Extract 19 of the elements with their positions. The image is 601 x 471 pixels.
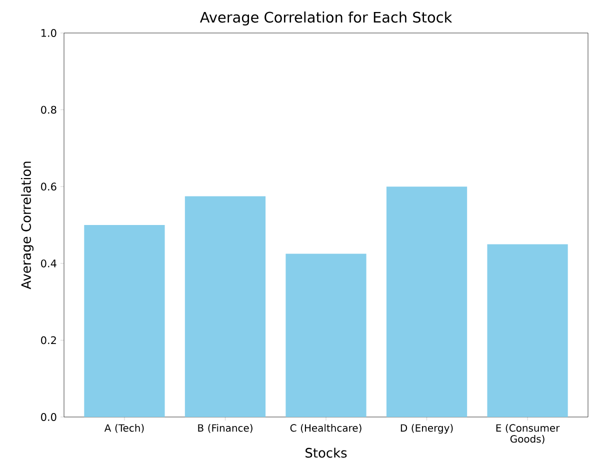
bar xyxy=(487,244,568,417)
y-axis-title: Average Correlation xyxy=(20,162,34,290)
y-tick-label: 0.0 xyxy=(41,413,56,421)
y-tick-label: 0.2 xyxy=(41,336,56,344)
bar xyxy=(184,196,266,417)
x-tick-label: D (Energy) xyxy=(400,424,453,434)
chart-title: Average Correlation for Each Stock xyxy=(200,12,452,26)
x-tick-label: E (Consumer Goods) xyxy=(496,424,560,444)
bar xyxy=(286,254,366,417)
x-tick-label: B (Finance) xyxy=(198,424,252,433)
bar xyxy=(84,224,165,417)
y-tick-label: 0.6 xyxy=(41,182,56,191)
x-tick-label: A (Tech) xyxy=(104,424,144,433)
y-tick-label: 1.0 xyxy=(41,29,56,37)
x-axis-title: Stocks xyxy=(306,448,347,458)
bar xyxy=(386,186,468,417)
y-tick-label: 0.8 xyxy=(41,106,56,114)
x-tick-label: C (Healthcare) xyxy=(290,424,362,433)
y-tick-label: 0.4 xyxy=(41,259,56,268)
